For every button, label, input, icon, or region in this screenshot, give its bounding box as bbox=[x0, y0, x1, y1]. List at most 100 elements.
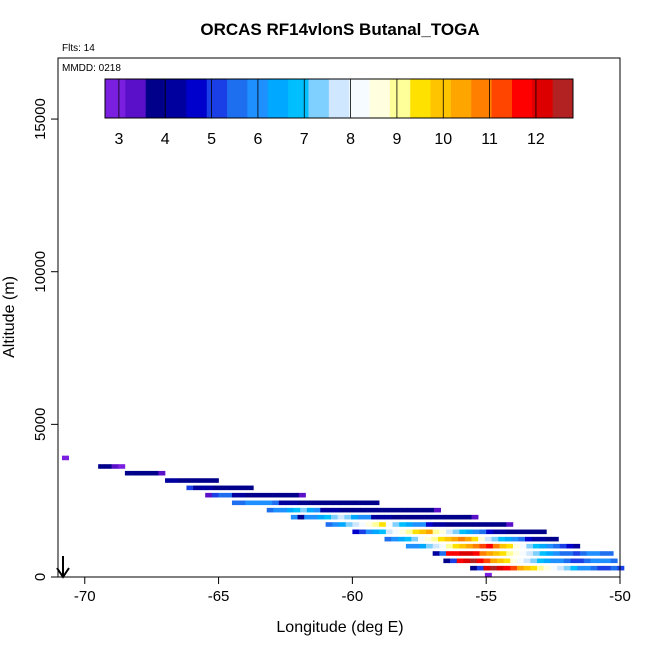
heatmap-cell bbox=[492, 543, 500, 549]
heatmap-cell bbox=[491, 536, 499, 542]
heatmap-cell bbox=[546, 543, 554, 549]
heatmap-cell bbox=[459, 522, 467, 527]
colorbar-swatch bbox=[206, 79, 228, 118]
colorbar-swatch bbox=[389, 79, 411, 118]
heatmap-cell bbox=[518, 536, 526, 542]
heatmap-cell bbox=[586, 551, 594, 556]
heatmap-cell bbox=[339, 522, 346, 527]
heatmap-cell bbox=[543, 565, 551, 571]
heatmap-cell bbox=[539, 551, 547, 556]
heatmap-cell bbox=[391, 536, 399, 542]
y-tick-label: 5000 bbox=[32, 408, 49, 441]
flights-note: Flts: 14 bbox=[62, 43, 95, 54]
heatmap-cell bbox=[332, 522, 340, 527]
heatmap-cell bbox=[245, 500, 253, 506]
heatmap-cell bbox=[459, 529, 467, 535]
heatmap-cell bbox=[405, 529, 413, 535]
heatmap-cell bbox=[425, 522, 433, 527]
heatmap-cell bbox=[357, 514, 365, 520]
heatmap-cell bbox=[452, 551, 460, 556]
heatmap-cell bbox=[484, 572, 492, 578]
heatmap-cell bbox=[570, 558, 578, 564]
heatmap-cell bbox=[533, 543, 541, 549]
heatmap-cell bbox=[450, 558, 458, 564]
down-arrow-icon bbox=[56, 556, 70, 579]
heatmap-cell bbox=[434, 507, 441, 513]
heatmap-cell bbox=[499, 522, 507, 527]
heatmap-cell bbox=[404, 514, 412, 520]
colorbar-swatch bbox=[328, 79, 350, 118]
heatmap-cell bbox=[405, 522, 413, 527]
heatmap-cell bbox=[239, 485, 247, 491]
heatmap-cell bbox=[313, 507, 321, 513]
heatmap-cell bbox=[459, 543, 467, 549]
heatmap-cell bbox=[451, 536, 459, 542]
y-axis-label: Altitude (m) bbox=[1, 276, 18, 358]
heatmap-cell bbox=[304, 514, 312, 520]
heatmap-cell bbox=[511, 536, 519, 542]
heatmap-cell bbox=[238, 492, 246, 498]
heatmap-cell bbox=[506, 543, 514, 549]
heatmap-cell bbox=[476, 558, 484, 564]
heatmap-cell bbox=[512, 551, 520, 556]
heatmap-cell bbox=[332, 500, 340, 506]
heatmap-cell bbox=[205, 478, 213, 483]
colorbar-swatch bbox=[450, 79, 472, 118]
heatmap-cell bbox=[512, 529, 520, 535]
heatmap-cell bbox=[231, 492, 239, 498]
colorbar-tick-label: 3 bbox=[114, 131, 123, 148]
heatmap-cell bbox=[438, 514, 446, 520]
colorbar-swatch bbox=[288, 79, 309, 118]
heatmap-cell bbox=[231, 500, 239, 506]
heatmap-cell bbox=[211, 478, 219, 483]
heatmap-cell bbox=[347, 507, 355, 513]
heatmap-cell bbox=[345, 522, 353, 527]
heatmap-cell bbox=[533, 551, 541, 556]
heatmap-cell bbox=[104, 464, 112, 469]
heatmap-cell bbox=[273, 507, 281, 513]
colorbar-swatch bbox=[308, 79, 330, 118]
heatmap-cell bbox=[510, 558, 518, 564]
heatmap-cell bbox=[466, 529, 474, 535]
colorbar-tick-label: 8 bbox=[346, 131, 355, 148]
heatmap-cell bbox=[405, 543, 413, 549]
heatmap-cell bbox=[62, 455, 69, 461]
colorbar-swatch bbox=[471, 79, 493, 118]
heatmap-cell bbox=[306, 507, 314, 513]
heatmap-cell bbox=[492, 551, 500, 556]
heatmap-cell bbox=[452, 529, 460, 535]
heatmap-cell bbox=[178, 478, 186, 483]
heatmap-cell bbox=[438, 536, 446, 542]
heatmap-cell bbox=[424, 536, 432, 542]
heatmap-cell bbox=[400, 507, 408, 513]
heatmap-cell bbox=[372, 500, 380, 506]
heatmap-cell bbox=[432, 551, 440, 556]
heatmap-cell bbox=[246, 485, 254, 491]
heatmap-cell bbox=[439, 543, 447, 549]
heatmap-cell bbox=[526, 551, 534, 556]
heatmap-cell bbox=[300, 507, 308, 513]
heatmap-cell bbox=[443, 558, 451, 564]
heatmap-cell bbox=[498, 536, 506, 542]
heatmap-cell bbox=[472, 543, 480, 549]
heatmap-cell bbox=[397, 536, 405, 542]
heatmap-cell bbox=[550, 558, 558, 564]
heatmap-cell bbox=[272, 492, 280, 498]
heatmap-cell bbox=[557, 565, 565, 571]
heatmap-cell bbox=[559, 551, 567, 556]
heatmap-cell bbox=[118, 464, 126, 469]
heatmap-cell bbox=[459, 551, 467, 556]
heatmap-cell bbox=[265, 500, 273, 506]
x-tick-label: -70 bbox=[74, 588, 96, 605]
heatmap-cell bbox=[432, 522, 440, 527]
heatmap-cell bbox=[490, 565, 498, 571]
heatmap-cell bbox=[151, 470, 159, 476]
heatmap-cell bbox=[597, 565, 605, 571]
heatmap-cell bbox=[599, 551, 607, 556]
heatmap-cell bbox=[413, 507, 421, 513]
heatmap-cell bbox=[298, 492, 306, 498]
heatmap-cell bbox=[452, 522, 460, 527]
colorbar-tick-label: 12 bbox=[527, 131, 545, 148]
x-tick-label: -55 bbox=[475, 588, 497, 605]
colorbar-swatch bbox=[166, 79, 187, 118]
